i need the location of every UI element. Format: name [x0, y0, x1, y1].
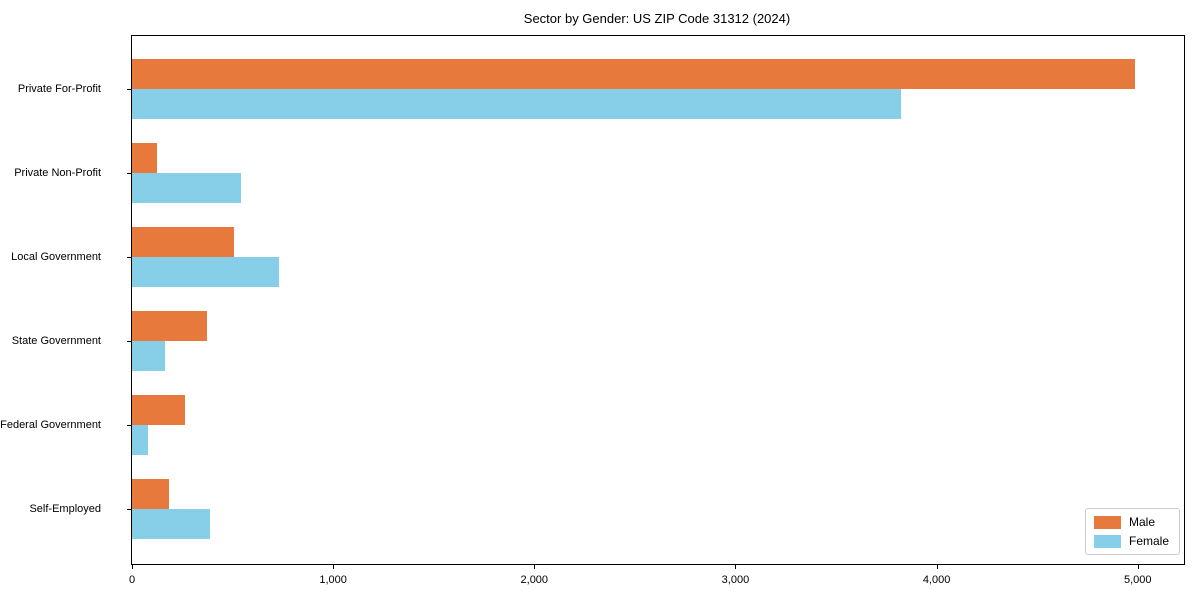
x-tick-mark	[1137, 565, 1139, 569]
y-tick-mark	[127, 425, 131, 426]
x-tick-label: 5,000	[1123, 574, 1152, 586]
bar-female-5	[132, 425, 149, 455]
bar-female-1	[132, 89, 902, 119]
plot-area: Male Female Private For-Profit Private No…	[0, 35, 1185, 586]
y-tick-label: Local Government	[11, 251, 101, 263]
y-tick-mark	[127, 257, 131, 258]
male-swatch	[1093, 515, 1121, 529]
bar-female-3	[132, 257, 279, 287]
x-tick-label: 4,000	[922, 574, 951, 586]
female-swatch	[1093, 534, 1121, 548]
y-tick-label: Private For-Profit	[17, 83, 101, 95]
bar-female-2	[132, 173, 241, 203]
x-tick-label: 2,000	[520, 574, 549, 586]
x-tick-mark	[534, 565, 536, 569]
y-tick-mark	[127, 89, 131, 90]
legend-label-male: Male	[1128, 515, 1155, 529]
y-tick-mark	[127, 173, 131, 174]
y-tick-mark	[127, 509, 131, 510]
legend: Male Female	[1084, 508, 1180, 555]
bar-male-1	[132, 59, 1135, 89]
x-tick-mark	[333, 565, 335, 569]
bar-male-3	[132, 227, 234, 257]
bar-male-6	[132, 479, 170, 509]
bar-male-2	[132, 143, 158, 173]
y-tick-mark	[127, 341, 131, 342]
legend-item-female: Female	[1093, 534, 1169, 548]
x-tick-mark	[132, 565, 133, 569]
legend-item-male: Male	[1093, 515, 1169, 529]
bar-female-4	[132, 341, 166, 371]
y-tick-label: Federal Government	[0, 419, 101, 431]
bar-female-6	[132, 509, 211, 539]
x-tick-mark	[936, 565, 938, 569]
chart-title: Sector by Gender: US ZIP Code 31312 (202…	[523, 11, 791, 26]
bar-male-4	[132, 311, 208, 341]
x-tick-label: 1,000	[319, 574, 347, 586]
x-tick-label: 3,000	[721, 574, 750, 586]
bar-male-5	[132, 395, 186, 425]
x-tick-label: 0	[128, 574, 136, 586]
x-tick-mark	[735, 565, 737, 569]
y-tick-label: State Government	[11, 335, 101, 347]
y-tick-label: Self-Employed	[29, 503, 101, 515]
legend-label-female: Female	[1128, 534, 1169, 548]
y-tick-label: Private Non-Profit	[14, 167, 101, 179]
